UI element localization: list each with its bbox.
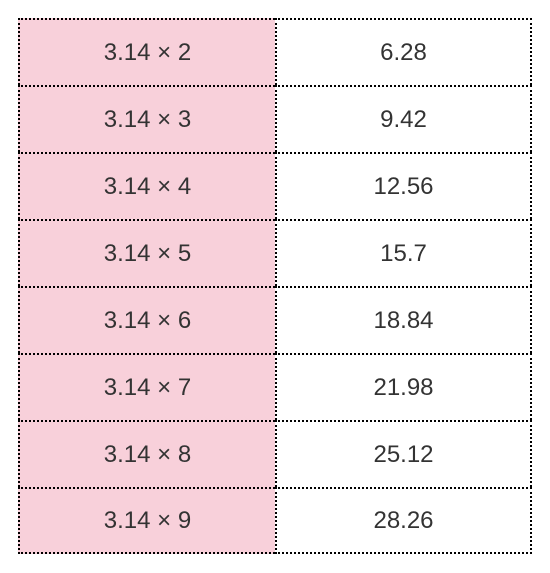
result-cell: 15.7 (275, 219, 532, 286)
result-cell: 9.42 (275, 85, 532, 152)
pi-multiplication-table: 3.14 × 2 6.28 3.14 × 3 9.42 3.14 × 4 12.… (18, 18, 532, 554)
expression-cell: 3.14 × 7 (18, 353, 275, 420)
table-row: 3.14 × 8 25.12 (18, 420, 532, 487)
expression-cell: 3.14 × 9 (18, 487, 275, 554)
expression-cell: 3.14 × 2 (18, 18, 275, 85)
table-row: 3.14 × 6 18.84 (18, 286, 532, 353)
result-cell: 18.84 (275, 286, 532, 353)
result-cell: 6.28 (275, 18, 532, 85)
table-row: 3.14 × 5 15.7 (18, 219, 532, 286)
table-row: 3.14 × 4 12.56 (18, 152, 532, 219)
expression-cell: 3.14 × 3 (18, 85, 275, 152)
expression-cell: 3.14 × 6 (18, 286, 275, 353)
expression-cell: 3.14 × 4 (18, 152, 275, 219)
expression-cell: 3.14 × 8 (18, 420, 275, 487)
result-cell: 25.12 (275, 420, 532, 487)
table-row: 3.14 × 7 21.98 (18, 353, 532, 420)
result-cell: 28.26 (275, 487, 532, 554)
result-cell: 12.56 (275, 152, 532, 219)
result-cell: 21.98 (275, 353, 532, 420)
table-row: 3.14 × 2 6.28 (18, 18, 532, 85)
table-row: 3.14 × 3 9.42 (18, 85, 532, 152)
table-row: 3.14 × 9 28.26 (18, 487, 532, 554)
expression-cell: 3.14 × 5 (18, 219, 275, 286)
